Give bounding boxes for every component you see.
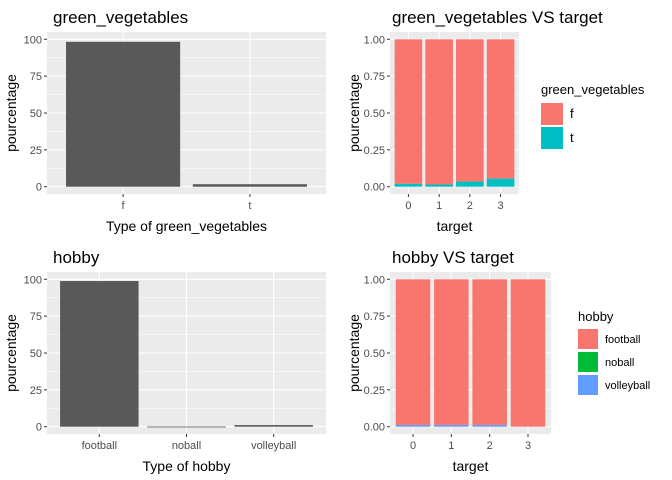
y-tick-label: 0.75 — [364, 71, 385, 83]
bar-t — [486, 178, 515, 187]
bar — [147, 426, 226, 428]
x-tick-label: 0 — [410, 440, 416, 452]
bar-volleyball — [395, 424, 431, 427]
y-tick-label: 75 — [30, 71, 42, 83]
x-tick-label: 1 — [448, 440, 454, 452]
bar-t — [456, 181, 484, 187]
bar-football — [510, 279, 546, 427]
bar — [66, 41, 181, 187]
x-tick-label: 0 — [405, 200, 411, 212]
x-tick-label: t — [248, 200, 251, 212]
chart-panel: 0.00 0.25 0.50 0.75 1.00 0 1 2 3 green_vegetables… — [346, 8, 645, 234]
legend-label: noball — [605, 357, 634, 369]
x-tick-label: 2 — [467, 200, 473, 212]
y-tick-label: 0 — [36, 182, 42, 194]
bar-f — [486, 39, 515, 179]
legend-swatch — [578, 352, 598, 372]
bar-t — [425, 184, 453, 187]
x-tick-label: football — [82, 440, 117, 452]
y-axis-label: pourcentage — [346, 314, 362, 392]
x-tick-label: 1 — [436, 200, 442, 212]
legend-label: football — [605, 334, 640, 346]
legend-swatch — [541, 127, 563, 149]
legend-label: volleyball — [605, 380, 650, 392]
x-tick-label: 3 — [498, 200, 504, 212]
y-tick-label: 0.75 — [364, 311, 385, 323]
x-axis-label: Type of green_vegetables — [106, 218, 267, 234]
legend-title: green_vegetables — [541, 82, 645, 97]
bar-t — [394, 183, 423, 187]
legend-label: t — [570, 130, 574, 145]
y-axis-label: pourcentage — [3, 314, 19, 392]
bar — [234, 425, 313, 427]
bar-f — [394, 39, 423, 184]
y-axis-label: pourcentage — [346, 74, 362, 152]
x-tick-label: noball — [172, 440, 201, 452]
x-axis-label: Type of hobby — [143, 458, 231, 474]
y-tick-label: 0 — [36, 422, 42, 434]
x-tick-label: volleyball — [251, 440, 296, 452]
legend: hobby football noball volleyball — [578, 309, 650, 395]
y-axis-label: pourcentage — [3, 74, 19, 152]
bar-volleyball — [434, 424, 469, 427]
chart-panel: 0 25 50 75 100 f t green_vegetables Type of gree… — [3, 8, 326, 234]
bar-football — [434, 279, 469, 425]
bar-f — [425, 39, 453, 185]
bar — [60, 281, 139, 427]
y-tick-label: 0.00 — [364, 182, 385, 194]
x-tick-label: 2 — [487, 440, 493, 452]
legend-swatch — [541, 103, 563, 125]
legend-swatch — [578, 375, 598, 395]
legend-title: hobby — [578, 309, 614, 324]
y-tick-label: 50 — [30, 108, 42, 120]
chart-title: green_vegetables VS target — [392, 8, 603, 27]
y-tick-label: 25 — [30, 385, 42, 397]
y-tick-label: 0.50 — [364, 108, 385, 120]
chart-panel: 0 25 50 75 100 football noball volleyball hobby T… — [3, 248, 326, 474]
y-tick-label: 0.25 — [364, 145, 385, 157]
legend-label: f — [570, 106, 574, 121]
y-tick-label: 1.00 — [364, 274, 385, 286]
y-tick-label: 50 — [30, 348, 42, 360]
bar-f — [456, 39, 484, 182]
x-tick-label: 3 — [525, 440, 531, 452]
y-tick-label: 0.25 — [364, 385, 385, 397]
y-tick-label: 75 — [30, 311, 42, 323]
y-tick-label: 0.00 — [364, 422, 385, 434]
chart-title: hobby — [53, 248, 100, 267]
y-tick-label: 100 — [24, 34, 42, 46]
chart-title: green_vegetables — [53, 8, 188, 27]
y-tick-label: 25 — [30, 145, 42, 157]
y-tick-label: 0.50 — [364, 348, 385, 360]
chart-panel: 0.00 0.25 0.50 0.75 1.00 0 1 2 3 hobby VS target t… — [346, 248, 650, 474]
legend-swatch — [578, 329, 598, 349]
bar-football — [395, 279, 431, 425]
chart-title: hobby VS target — [392, 248, 514, 267]
bar — [192, 184, 307, 187]
x-tick-label: f — [122, 200, 126, 212]
y-tick-label: 100 — [24, 274, 42, 286]
bar-football — [472, 279, 507, 425]
bar-volleyball — [472, 424, 507, 427]
x-axis-label: target — [453, 458, 489, 474]
x-axis-label: target — [437, 218, 473, 234]
y-tick-label: 1.00 — [364, 34, 385, 46]
